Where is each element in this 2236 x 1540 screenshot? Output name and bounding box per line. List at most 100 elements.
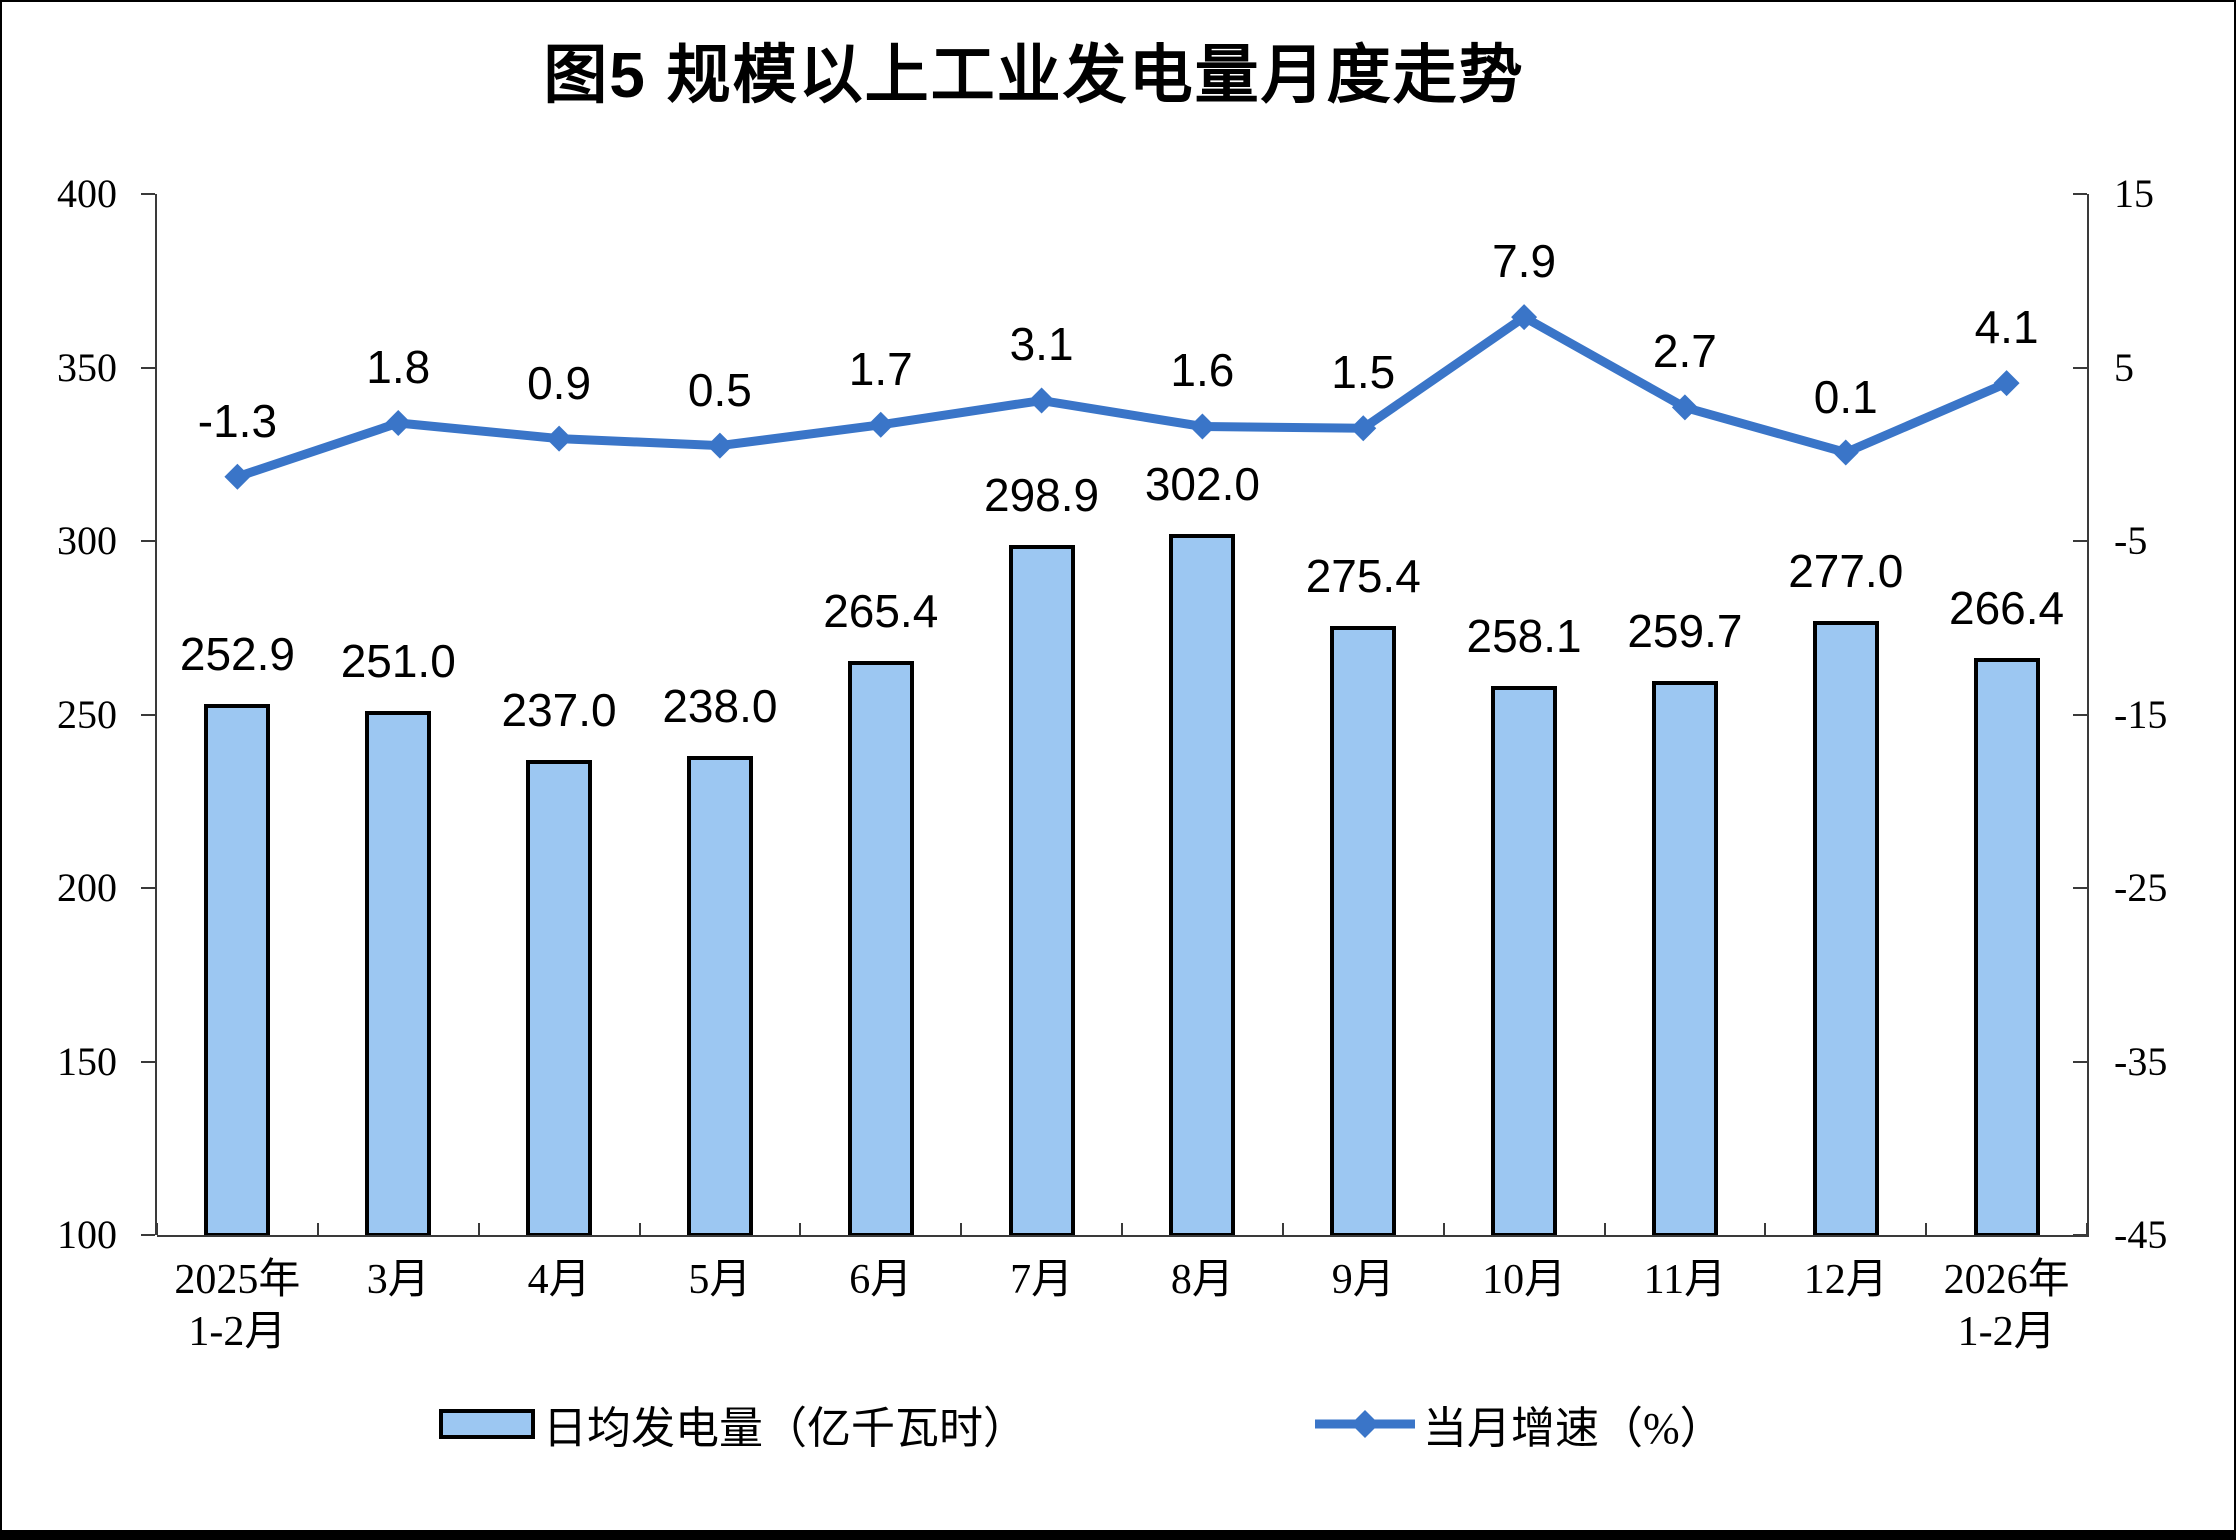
left-axis-tick-label: 400: [57, 171, 117, 216]
line-value-label: 1.8: [366, 341, 431, 394]
left-axis: [155, 194, 157, 1235]
bottom-black-bar: [2, 1530, 2234, 1538]
category-label: 2025年 1-2月: [174, 1257, 301, 1355]
category-label: 9月: [1331, 1257, 1395, 1303]
line-point-marker: [867, 411, 894, 438]
left-axis-tick: [141, 887, 155, 889]
line-point-marker: [1189, 413, 1216, 440]
x-axis-tick: [799, 1223, 802, 1235]
line-point-marker: [224, 463, 251, 490]
left-axis-tick: [141, 1234, 155, 1236]
line-value-label: 3.1: [1009, 318, 1074, 371]
line-point-marker: [385, 410, 412, 437]
line-point-marker: [1832, 439, 1859, 466]
bar: [686, 756, 753, 1237]
category-label: 6月: [849, 1257, 913, 1303]
left-axis-tick: [141, 713, 155, 716]
bar-value-label: 265.4: [823, 585, 939, 638]
bar-value-label: 302.0: [1144, 458, 1260, 511]
left-axis-tick-label: 350: [57, 344, 117, 390]
right-axis-tick-label: -35: [2114, 1038, 2168, 1084]
bar-value-label: 277.0: [1788, 544, 1904, 597]
x-axis-tick: [1764, 1223, 1767, 1235]
right-axis-tick-label: 15: [2114, 171, 2154, 216]
bar-value-label: 251.0: [340, 635, 456, 688]
category-label: 4月: [527, 1257, 591, 1303]
right-axis-tick: [2073, 887, 2087, 889]
x-axis-tick: [1121, 1223, 1123, 1235]
line-value-label: 2.7: [1652, 325, 1717, 378]
category-label: 11月: [1643, 1257, 1727, 1303]
category-label: 2026年 1-2月: [1943, 1257, 2070, 1355]
growth-line-series: [224, 304, 2020, 490]
x-axis-tick: [1925, 1223, 1928, 1235]
line-value-label: 1.7: [848, 342, 913, 395]
bar-value-label: 298.9: [984, 468, 1100, 521]
right-axis-tick: [2073, 1060, 2087, 1063]
line-point-marker: [1511, 304, 1538, 331]
bar-value-label: 275.4: [1305, 550, 1421, 603]
x-axis: [157, 1235, 2089, 1237]
category-label: 12月: [1803, 1257, 1888, 1303]
right-axis-tick-label: 5: [2114, 344, 2134, 390]
legend-item-bar: 日均发电量（亿千瓦时）: [439, 1400, 1027, 1453]
line-value-label: 0.5: [687, 363, 752, 416]
left-axis-tick-label: 250: [57, 691, 117, 737]
right-axis-tick-label: -15: [2114, 691, 2168, 737]
left-axis-tick-label: 200: [57, 865, 117, 910]
bar-value-label: 238.0: [662, 680, 778, 733]
x-axis-tick: [1442, 1223, 1445, 1235]
line-point-marker: [1028, 387, 1055, 414]
legend-item-line: 当月增速（%）: [1315, 1400, 1724, 1453]
left-axis-tick: [141, 193, 155, 195]
left-axis-tick-label: 300: [57, 518, 117, 563]
bar: [847, 661, 914, 1237]
bar: [204, 704, 271, 1237]
category-label: 3月: [366, 1257, 430, 1303]
legend-bar-label: 日均发电量（亿千瓦时）: [543, 1404, 1027, 1453]
plot-area: 252.9 251.0 237.0 238.0 265.4 298.9 302.0 275.4…: [157, 194, 2087, 1237]
x-axis-tick: [156, 1223, 158, 1235]
x-axis-tick: [2086, 1223, 2088, 1235]
bar-value-label: 259.7: [1627, 604, 1743, 657]
line-value-label: 0.1: [1813, 370, 1878, 423]
line-point-marker: [1350, 415, 1377, 442]
bar-value-label: 258.1: [1466, 610, 1582, 663]
bar: [526, 759, 593, 1237]
right-axis-tick-label: -5: [2114, 518, 2148, 563]
x-axis-tick: [960, 1223, 963, 1235]
growth-line: [235, 311, 2009, 482]
bar-value-label: 266.4: [1949, 581, 2065, 634]
line-value-label: 0.9: [527, 356, 592, 409]
line-point-marker: [1993, 370, 2020, 397]
x-axis-tick: [1281, 1223, 1284, 1235]
bar-value-label: 252.9: [179, 628, 295, 681]
left-axis-tick: [141, 540, 155, 542]
line-value-label: -1.3: [197, 394, 278, 447]
x-axis-tick: [477, 1223, 480, 1235]
right-axis-tick-label: -45: [2114, 1212, 2168, 1257]
bar: [1008, 544, 1075, 1237]
right-axis-tick: [2073, 193, 2087, 195]
category-label: 7月: [1010, 1257, 1074, 1303]
right-axis-tick: [2073, 540, 2087, 542]
category-label: 8月: [1170, 1257, 1234, 1303]
line-swatch-icon: [1315, 1410, 1415, 1438]
line-point-marker: [546, 425, 573, 452]
x-axis-tick: [638, 1223, 641, 1235]
right-axis-tick: [2073, 1234, 2087, 1236]
left-axis-tick-label: 150: [57, 1038, 117, 1084]
bar-value-label: 237.0: [501, 683, 617, 736]
right-axis-tick: [2073, 713, 2087, 716]
right-axis: [2087, 194, 2089, 1235]
line-value-label: 7.9: [1492, 235, 1557, 288]
chart-title: 图5 规模以上工业发电量月度走势: [543, 39, 1525, 111]
x-axis-tick: [1603, 1223, 1606, 1235]
left-axis-tick: [141, 366, 155, 369]
right-axis-tick: [2073, 366, 2087, 369]
left-axis-tick: [141, 1060, 155, 1063]
legend-line-label: 当月增速（%）: [1423, 1404, 1724, 1453]
bar: [1973, 657, 2040, 1237]
left-axis-tick-label: 100: [57, 1212, 117, 1257]
line-value-label: 1.6: [1170, 344, 1235, 397]
